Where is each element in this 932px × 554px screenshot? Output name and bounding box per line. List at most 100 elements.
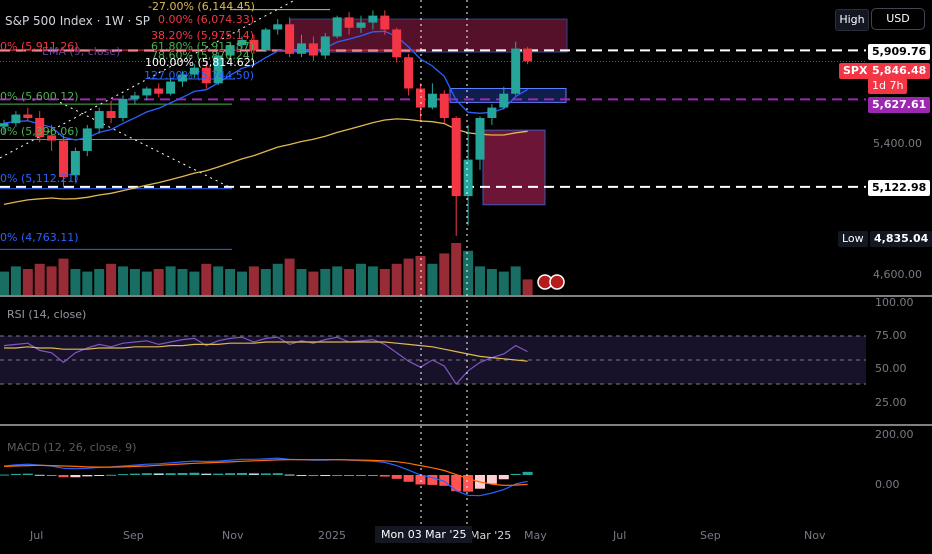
- candle-body: [499, 93, 509, 108]
- volume-bar: [46, 266, 57, 295]
- candle-body: [439, 93, 449, 118]
- macd-tick-0: 0.00: [875, 478, 900, 491]
- volume-bar: [34, 263, 45, 295]
- volume-bar: [439, 253, 450, 295]
- macd-histogram-bar: [296, 475, 307, 476]
- price-tick-4600: 4,600.00: [873, 268, 922, 281]
- candle-body: [189, 67, 199, 75]
- rsi-legend: RSI (14, close): [7, 308, 87, 321]
- volume-bar: [272, 263, 283, 295]
- macd-histogram-bar: [10, 473, 21, 475]
- slow-ma-line: [3, 118, 528, 206]
- candle-body: [35, 118, 45, 138]
- macd-histogram-bar: [463, 475, 474, 492]
- candles-layer: [0, 10, 533, 236]
- low-value-tag: 4,835.04: [870, 231, 932, 247]
- time-tick-sep: Sep: [123, 529, 144, 542]
- macd-histogram-bar: [106, 474, 117, 476]
- pane-separators: [0, 0, 932, 525]
- candle-body: [178, 74, 187, 82]
- time-tick-nov: Nov: [222, 529, 244, 542]
- chart-title: S&P 500 Index · 1W · SP: [5, 14, 151, 28]
- demand-zone-box: [482, 129, 546, 206]
- macd-histogram-bar: [129, 473, 140, 475]
- macd-histogram-bar: [237, 472, 247, 475]
- candle-body: [475, 118, 485, 160]
- currency-button[interactable]: USD: [871, 8, 925, 30]
- volume-bar: [189, 271, 200, 295]
- macd-histogram-bar: [367, 475, 378, 476]
- candle-body: [23, 114, 33, 118]
- rsi-tick-100: 100.00: [875, 296, 914, 309]
- candle-body: [416, 88, 425, 108]
- candle-body: [249, 39, 259, 51]
- candle-body: [427, 93, 437, 108]
- volume-bar: [284, 258, 295, 295]
- volume-bar: [153, 269, 164, 295]
- trend-line-up: [0, 0, 296, 159]
- supply-zone-box: [289, 18, 568, 53]
- macd-histogram-bar: [320, 475, 331, 476]
- macd-histogram-bar: [225, 473, 236, 475]
- volume-bar: [70, 269, 81, 295]
- macd-histogram-bar: [153, 473, 164, 475]
- candle-body: [59, 140, 68, 177]
- candle-body: [11, 114, 21, 124]
- rsi-ma-line: [4, 341, 528, 362]
- time-tick-mar25: Mar '25: [470, 529, 512, 542]
- candle-body: [154, 88, 164, 94]
- candle-body: [392, 29, 402, 58]
- macd-legend: MACD (12, 26, close, 9): [7, 441, 137, 454]
- candle-body: [0, 123, 9, 127]
- rsi-tick-50: 50.00: [875, 362, 907, 375]
- candle-body: [285, 24, 295, 54]
- candle-body: [82, 128, 92, 151]
- volume-layer: [0, 243, 533, 295]
- macd-histogram-bar: [308, 475, 319, 476]
- volume-bar: [498, 271, 509, 295]
- high-price-tag: 5,909.76: [868, 44, 931, 60]
- macd-line: [3, 457, 528, 497]
- rsi-layer: [0, 335, 866, 385]
- volume-bar: [94, 269, 105, 295]
- candle-body: [404, 57, 414, 89]
- candle-body: [308, 43, 318, 56]
- volume-bar: [225, 269, 236, 295]
- symbol-tag: SPX: [839, 63, 872, 79]
- left-level-2: 0% (5,600.12): [0, 90, 79, 103]
- time-tick-sep-2: Sep: [700, 529, 721, 542]
- volume-bar: [177, 269, 188, 295]
- high-button[interactable]: High: [835, 9, 869, 31]
- macd-histogram-bar: [260, 473, 271, 475]
- volume-bar: [141, 271, 152, 295]
- candle-body: [344, 17, 354, 28]
- volume-bar: [10, 266, 21, 295]
- candle-body: [237, 39, 247, 46]
- volume-bar: [58, 258, 69, 295]
- macd-histogram-bar: [82, 475, 93, 477]
- candle-body: [273, 24, 283, 30]
- volume-bar: [486, 269, 497, 295]
- volume-bar: [403, 258, 414, 295]
- macd-histogram-bar: [46, 475, 57, 476]
- time-tick-may: May: [524, 529, 547, 542]
- fib-label-61: 61.80% (5,913.87): [151, 40, 255, 53]
- drawings-layer: [0, 0, 866, 290]
- volume-bar: [356, 263, 366, 295]
- left-level-5: 0% (4,763.11): [0, 231, 79, 244]
- candle-body: [487, 107, 497, 118]
- candle-body: [511, 48, 521, 94]
- macd-histogram-bar: [284, 474, 295, 476]
- macd-histogram-bar: [272, 473, 283, 475]
- macd-histogram-bar: [439, 475, 450, 486]
- volume-bar: [367, 266, 378, 295]
- fib-label-100: 100.00% (5,814.62): [145, 56, 256, 69]
- left-level-3: 0% (5,396.06): [0, 125, 79, 138]
- volume-bar: [308, 271, 319, 295]
- rsi-line: [3, 336, 528, 385]
- macd-histogram-bar: [486, 475, 497, 484]
- candle-body: [47, 135, 57, 141]
- candle-body: [142, 88, 152, 96]
